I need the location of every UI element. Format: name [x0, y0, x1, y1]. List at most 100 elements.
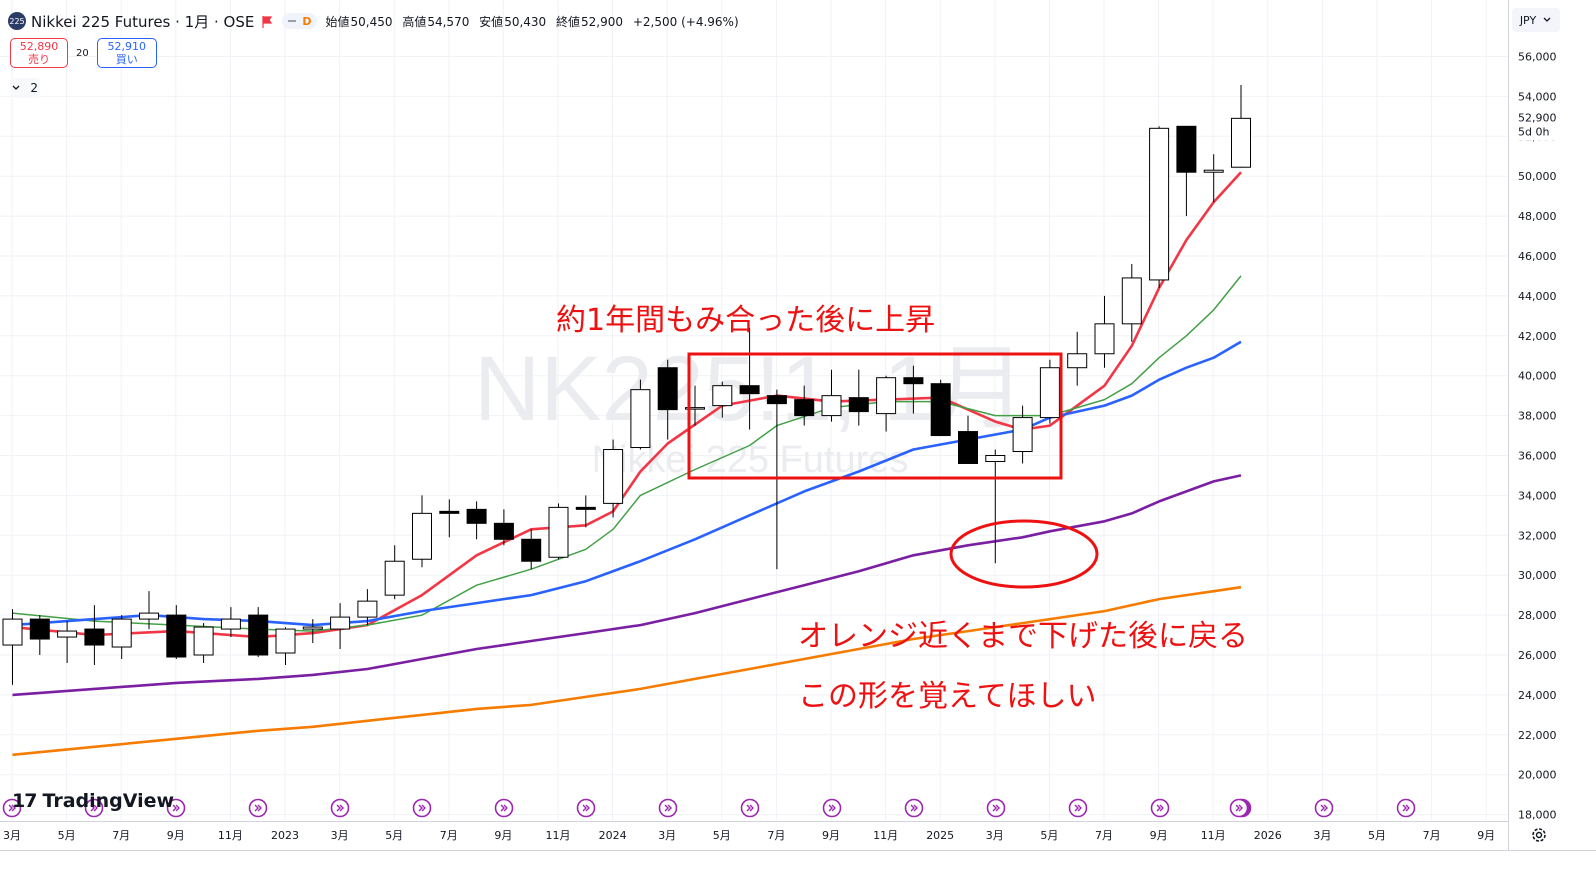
candle-body [2, 618, 23, 646]
candle-body [412, 512, 432, 560]
candle [248, 607, 269, 657]
high-label: 高値 [402, 14, 427, 29]
candle [903, 365, 924, 414]
candle [139, 591, 159, 630]
candle [357, 589, 378, 626]
candle [384, 545, 405, 600]
currency-selector[interactable]: JPY [1512, 8, 1560, 32]
candle-body [330, 616, 351, 630]
ma-line-purple [12, 474, 1242, 697]
data-status-pill[interactable]: D [282, 13, 318, 29]
event-marker-icon [904, 798, 924, 818]
price-tick-label: 50,000 [1518, 170, 1557, 183]
symbol-title[interactable]: Nikkei 225 Futures · 1月 · OSE [31, 12, 255, 31]
candle [930, 379, 951, 437]
bar-countdown: 5d 0h [1518, 125, 1549, 138]
price-tick-label: 34,000 [1518, 489, 1557, 502]
candle [1012, 405, 1033, 464]
candle [657, 359, 678, 440]
ma-line-orange [12, 585, 1242, 757]
symbol-logo: 225 [8, 12, 26, 30]
event-marker-icon [658, 798, 678, 818]
buy-price: 52,910 [107, 40, 146, 53]
candle-body [603, 449, 624, 504]
candle [1231, 85, 1251, 168]
flag-icon[interactable] [262, 16, 273, 28]
candle-body [1012, 417, 1033, 453]
candle-body [766, 395, 787, 405]
time-tick-label: 2023 [271, 829, 299, 842]
time-tick-label: 9月 [822, 829, 840, 842]
candle [848, 369, 869, 426]
gear-icon[interactable] [1530, 826, 1548, 844]
time-tick-label: 2026 [1254, 829, 1282, 842]
last-price-value: 52,900 [1518, 111, 1557, 124]
time-tick-label: 7月 [1095, 829, 1113, 842]
candle-body [548, 506, 569, 558]
time-tick-label: 7月 [112, 829, 130, 842]
time-tick-label: 9月 [494, 829, 512, 842]
close-value: 52,900 [581, 14, 624, 29]
candle-body [84, 628, 105, 646]
event-marker-icon [166, 798, 186, 818]
currency-label: JPY [1519, 13, 1537, 27]
candle [548, 503, 569, 560]
price-tick-label: 30,000 [1518, 569, 1557, 582]
low-label: 安値 [479, 14, 504, 29]
candle-body [302, 626, 323, 630]
axes: 18,000 20,000 22,000 24,000 26,000 28,000 30,0… [0, 0, 1596, 851]
candle-body [1039, 367, 1060, 419]
sell-button[interactable]: 52,890 売り [10, 38, 68, 68]
candle [1121, 263, 1142, 342]
candle-body [903, 377, 924, 385]
candle [821, 369, 842, 422]
buy-button[interactable]: 52,910 買い [96, 38, 157, 68]
candle [412, 495, 432, 568]
price-tick-label: 36,000 [1518, 450, 1557, 463]
event-marker-icon [1396, 798, 1416, 818]
ohlc-values: 始値50,450 高値54,570 安値50,430 終値52,900 +2,5… [325, 13, 739, 30]
candle [302, 619, 323, 644]
candle-body [111, 618, 132, 648]
chevron-down-icon [1543, 17, 1551, 22]
ma-line-green [12, 275, 1242, 632]
candle [1039, 359, 1060, 424]
time-tick-label: 3月 [3, 829, 21, 842]
candle [220, 607, 241, 638]
event-marker-icon [330, 798, 350, 818]
candle [275, 627, 296, 665]
candle [876, 375, 897, 432]
change-value: +2,500 (+4.96%) [632, 14, 739, 29]
candle [712, 381, 733, 418]
indicators-toggle[interactable]: 2 [10, 78, 40, 98]
candle [630, 379, 651, 450]
candle [111, 615, 132, 659]
tradingview-logo-icon: 17 [12, 790, 37, 812]
candle [466, 501, 487, 540]
candle-body [657, 367, 678, 411]
event-marker-icon [84, 798, 104, 818]
candle-body [439, 510, 460, 514]
candle-body [739, 385, 760, 395]
time-tick-label: 9月 [1477, 829, 1495, 842]
tradingview-logo[interactable]: 17 TradingView [12, 790, 174, 812]
brand-name: TradingView [42, 790, 175, 812]
delayed-indicator: D [302, 14, 312, 28]
candle-body [1176, 125, 1197, 173]
candle-body [794, 399, 815, 417]
symbol-header[interactable]: 225 Nikkei 225 Futures · 1月 · OSE D 始値50… [8, 10, 740, 32]
candle-body [521, 538, 542, 562]
time-tick-label: 5月 [58, 829, 76, 842]
candle [2, 609, 23, 685]
candle-body [712, 385, 733, 407]
price-tick-label: 56,000 [1518, 51, 1557, 64]
candle [794, 385, 815, 426]
candle-body [630, 389, 651, 449]
indicators-count: 2 [30, 81, 38, 95]
candle-body [1231, 117, 1251, 168]
price-tick-label: 22,000 [1518, 729, 1557, 742]
status-dash-icon [288, 20, 297, 22]
candle-body [1149, 127, 1170, 281]
candle [1176, 125, 1197, 217]
